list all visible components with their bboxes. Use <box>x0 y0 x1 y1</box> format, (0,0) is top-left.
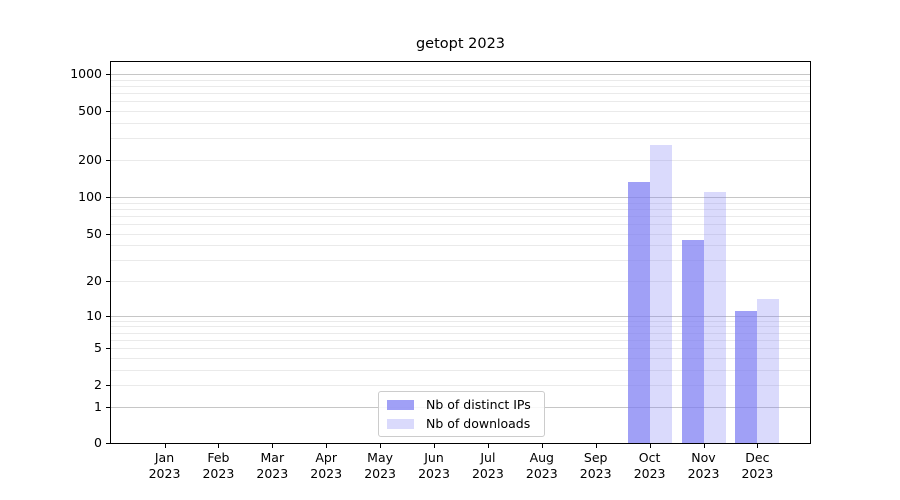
minor-gridline <box>111 223 810 225</box>
y-axis-tick <box>106 443 110 444</box>
minor-gridline <box>111 208 810 210</box>
minor-gridline <box>111 233 810 235</box>
minor-gridline <box>111 79 810 81</box>
minor-gridline <box>111 348 810 350</box>
y-axis-tick <box>106 406 110 408</box>
minor-gridline <box>111 369 810 371</box>
legend-label-downloads: Nb of downloads <box>426 416 531 431</box>
bar-oct-distinct-ips <box>627 182 650 443</box>
y-tick-label: 200 <box>78 152 102 167</box>
minor-gridline <box>111 123 810 124</box>
x-axis-tick <box>434 444 435 448</box>
x-tick-label: Jun 2023 <box>418 450 450 481</box>
minor-gridline <box>111 357 810 359</box>
x-tick-label: Mar 2023 <box>256 450 289 481</box>
x-axis-tick <box>649 444 651 448</box>
y-axis-tick <box>106 74 110 75</box>
chart-title: getopt 2023 <box>415 36 506 52</box>
x-tick-label: Nov 2023 <box>687 450 720 481</box>
bar-dec-distinct-ips <box>735 310 758 443</box>
x-axis-tick <box>487 444 489 448</box>
y-tick-label: 100 <box>78 188 102 204</box>
y-tick-label: 10 <box>86 307 102 323</box>
y-axis-tick <box>106 315 110 317</box>
x-tick-label: Jan 2023 <box>148 450 181 481</box>
bar-nov-distinct-ips <box>681 240 704 443</box>
y-axis-tick <box>106 281 110 282</box>
y-tick-label: 0 <box>94 435 102 450</box>
minor-gridline <box>111 260 810 262</box>
y-axis-tick <box>106 233 110 235</box>
x-axis-tick <box>164 444 166 448</box>
major-gridline <box>111 196 810 198</box>
y-axis-tick <box>106 385 110 387</box>
y-axis-tick <box>106 160 110 161</box>
y-tick-label: 1000 <box>70 66 102 81</box>
y-tick-label: 1 <box>94 398 102 414</box>
x-tick-label: May 2023 <box>364 450 396 481</box>
minor-gridline <box>111 385 810 387</box>
x-tick-label: Aug 2023 <box>525 450 558 481</box>
minor-gridline <box>111 245 810 247</box>
minor-gridline <box>111 86 810 87</box>
x-tick-label: Dec 2023 <box>741 450 774 481</box>
minor-gridline <box>111 202 810 204</box>
y-tick-label: 5 <box>94 340 102 356</box>
y-axis-tick <box>106 111 110 113</box>
x-axis-tick <box>703 444 705 448</box>
bar-nov-downloads <box>703 192 726 443</box>
legend-swatch-downloads <box>387 418 414 429</box>
y-tick-label: 500 <box>78 103 102 119</box>
minor-gridline <box>111 326 810 328</box>
y-tick-label: 2 <box>94 377 102 393</box>
bar-dec-downloads <box>757 299 780 443</box>
x-tick-label: Apr 2023 <box>310 450 343 481</box>
x-axis-tick <box>380 444 382 448</box>
minor-gridline <box>111 101 810 103</box>
x-axis-tick <box>757 444 759 448</box>
minor-gridline <box>111 215 810 217</box>
y-tick-label: 20 <box>86 273 102 288</box>
y-axis-tick <box>106 348 110 350</box>
bar-oct-downloads <box>649 145 672 443</box>
minor-gridline <box>111 281 810 282</box>
x-axis-tick <box>326 444 328 448</box>
x-axis-tick <box>595 444 597 448</box>
minor-gridline <box>111 93 810 95</box>
legend: Nb of distinct IPs Nb of downloads <box>378 391 545 437</box>
legend-item-downloads: Nb of downloads <box>387 416 536 431</box>
minor-gridline <box>111 332 810 334</box>
legend-label-distinct-ips: Nb of distinct IPs <box>426 397 531 412</box>
minor-gridline <box>111 160 810 161</box>
x-tick-label: Oct 2023 <box>633 450 666 481</box>
x-axis-tick <box>541 444 543 448</box>
minor-gridline <box>111 138 810 140</box>
major-gridline <box>111 315 810 317</box>
legend-swatch-distinct-ips <box>387 399 414 410</box>
x-axis-tick <box>272 444 274 448</box>
minor-gridline <box>111 111 810 113</box>
x-tick-label: Feb 2023 <box>202 450 235 481</box>
x-tick-label: Jul 2023 <box>471 450 504 481</box>
minor-gridline <box>111 339 810 341</box>
minor-gridline <box>111 320 810 322</box>
y-axis-tick <box>106 196 110 198</box>
x-axis-tick <box>218 444 220 448</box>
x-tick-label: Sep 2023 <box>579 450 612 481</box>
legend-item-distinct-ips: Nb of distinct IPs <box>387 397 536 412</box>
y-tick-label: 50 <box>86 225 102 241</box>
major-gridline <box>111 74 810 75</box>
